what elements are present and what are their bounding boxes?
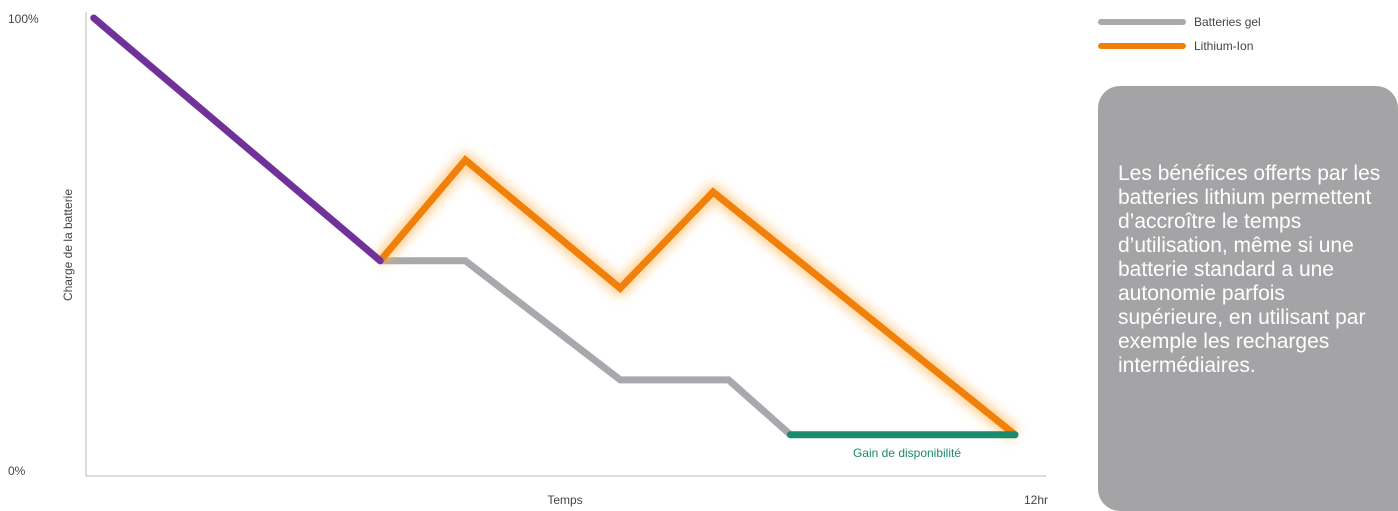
- y-tick-100: 100%: [8, 12, 39, 26]
- annotation-gain: Gain de disponibilité: [853, 446, 961, 460]
- legend-item-lithium: Lithium-Ion: [1098, 34, 1261, 58]
- y-axis-title: Charge de la batterie: [61, 189, 75, 301]
- series-lithium-line: [376, 155, 1019, 439]
- legend-label-lithium: Lithium-Ion: [1194, 39, 1254, 53]
- series-initial-discharge-line: [90, 14, 384, 265]
- series-lithium-glow: [374, 151, 1021, 442]
- x-axis-title: Temps: [547, 493, 582, 507]
- legend-label-gel: Batteries gel: [1194, 15, 1261, 29]
- legend: Batteries gel Lithium-Ion: [1098, 10, 1261, 58]
- legend-item-gel: Batteries gel: [1098, 10, 1261, 34]
- info-callout-text: Les bénéfices offerts par les batteries …: [1118, 162, 1381, 377]
- legend-swatch-gel: [1098, 19, 1186, 25]
- y-tick-0: 0%: [8, 464, 26, 478]
- plot-area: [90, 14, 1021, 442]
- info-callout: Les bénéfices offerts par les batteries …: [1098, 86, 1398, 511]
- x-tick-12hr: 12hr: [1024, 493, 1048, 507]
- legend-swatch-lithium: [1098, 43, 1186, 49]
- series-gel-line: [376, 257, 794, 439]
